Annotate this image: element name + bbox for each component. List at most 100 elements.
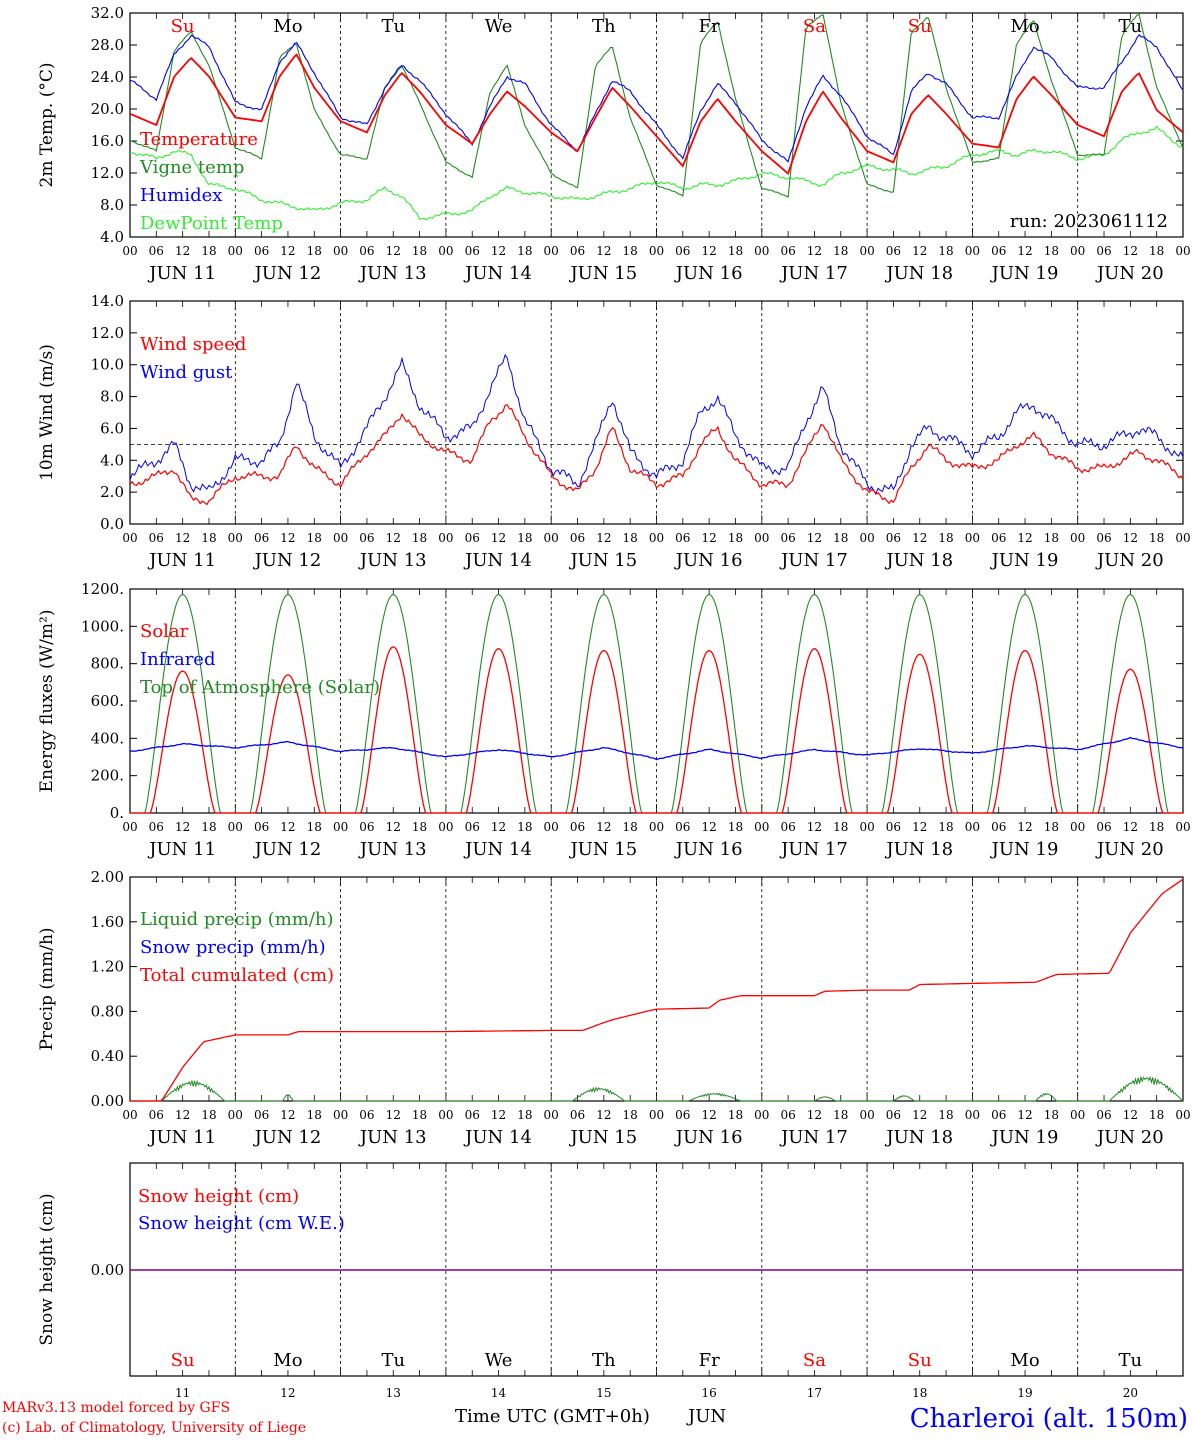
hour-tick-label: 12: [912, 1108, 927, 1122]
hour-tick-label: 12: [175, 531, 190, 545]
y-tick-label: 1.60: [91, 913, 124, 931]
hour-tick-label: 00: [122, 820, 137, 834]
hour-tick-label: 18: [1044, 244, 1059, 258]
hour-tick-label: 06: [149, 531, 164, 545]
hour-tick-label: 00: [544, 820, 559, 834]
hour-tick-label: 12: [386, 531, 401, 545]
hour-tick-label: 06: [886, 244, 901, 258]
panel-frame: [129, 588, 1184, 814]
hour-tick-label: 12: [1017, 244, 1032, 258]
day-label: JUN 14: [463, 263, 532, 284]
y-tick-label: 28.0: [91, 36, 124, 54]
weekday-label: Th: [592, 1350, 616, 1371]
hour-tick-label: 18: [517, 1108, 532, 1122]
panel-2: 0.0 2.0 4.0 6.0 8.0 10.0 12.0 14.0 10m Wind (m/s…: [37, 292, 1191, 571]
day-label: JUN 16: [674, 263, 743, 284]
y-axis-label: Snow height (cm): [37, 1193, 57, 1345]
legend-entry: Vigne temp: [139, 157, 244, 178]
hour-tick-label: 18: [833, 531, 848, 545]
hour-tick-label: 00: [333, 244, 348, 258]
y-tick-label: 800.: [91, 655, 124, 673]
day-label: JUN 12: [253, 550, 322, 571]
hour-tick-label: 06: [675, 820, 690, 834]
credit-line-1: MARv3.13 model forced by GFS: [2, 1400, 230, 1416]
hour-tick-label: 12: [702, 531, 717, 545]
hour-tick-label: 12: [912, 820, 927, 834]
day-label: JUN 19: [990, 1127, 1059, 1148]
hour-tick-label: 18: [307, 531, 322, 545]
day-number-label: 13: [386, 1386, 401, 1400]
day-label: JUN 18: [884, 263, 953, 284]
y-tick-label: 1000.: [81, 617, 124, 635]
hour-tick-label: 12: [702, 244, 717, 258]
hour-tick-label: 18: [201, 820, 216, 834]
hour-tick-label: 00: [965, 1108, 980, 1122]
panel-1: 4.0 8.0 12.0 16.0 20.0 24.0 28.0 32.0 2m Temp. (…: [37, 4, 1191, 284]
hour-tick-label: 12: [491, 1108, 506, 1122]
legend-entry: Top of Atmosphere (Solar): [140, 677, 380, 698]
hour-tick-label: 00: [438, 531, 453, 545]
month-label: JUN: [686, 1406, 726, 1427]
hour-tick-label: 12: [807, 1108, 822, 1122]
temperature-series: [130, 13, 1183, 221]
day-label: JUN 15: [568, 550, 637, 571]
y-tick-label: 4.0: [100, 228, 124, 246]
hour-tick-label: 12: [491, 531, 506, 545]
y-tick-label: 0.40: [91, 1047, 124, 1065]
y-tick-label: 0.0: [100, 515, 124, 533]
hour-tick-label: 18: [623, 820, 638, 834]
hour-tick-label: 18: [1044, 820, 1059, 834]
hour-tick-label: 18: [728, 244, 743, 258]
hour-tick-label: 12: [175, 820, 190, 834]
panel-5: Snow height (cm) 0.00 Snow height (cm) Snow…: [37, 1162, 1184, 1400]
y-tick-label: 1.20: [91, 958, 124, 976]
hour-tick-label: 18: [623, 244, 638, 258]
hour-tick-label: 06: [465, 244, 480, 258]
hour-tick-label: 00: [1175, 820, 1190, 834]
y-tick-label: 600.: [91, 692, 124, 710]
hour-tick-label: 06: [886, 1108, 901, 1122]
hour-tick-label: 18: [1044, 531, 1059, 545]
hour-tick-label: 12: [912, 244, 927, 258]
y-tick-label: 16.0: [91, 132, 124, 150]
day-label: JUN 12: [253, 263, 322, 284]
day-label: JUN 11: [147, 839, 216, 860]
legend-entry: Snow height (cm): [138, 1186, 299, 1207]
hour-tick-label: 00: [544, 1108, 559, 1122]
day-label: JUN 16: [674, 550, 743, 571]
hour-tick-label: 00: [965, 820, 980, 834]
cumulated-precip-line: [130, 878, 1184, 1102]
hour-tick-label: 06: [570, 1108, 585, 1122]
hour-tick-label: 06: [780, 531, 795, 545]
hour-tick-label: 00: [1070, 531, 1085, 545]
hour-tick-label: 06: [465, 1108, 480, 1122]
hour-tick-label: 18: [728, 820, 743, 834]
weekday-label: Mo: [273, 1350, 302, 1371]
weekday-label: Tu: [381, 1350, 405, 1371]
y-tick-label: 20.0: [91, 100, 124, 118]
day-label: JUN 17: [779, 263, 848, 284]
day-label: JUN 15: [568, 1127, 637, 1148]
y-tick-label: 6.0: [100, 419, 124, 437]
hour-tick-label: 06: [1096, 1108, 1111, 1122]
hour-tick-label: 00: [1070, 244, 1085, 258]
y-tick-label: 24.0: [91, 68, 124, 86]
y-tick-label: 200.: [91, 767, 124, 785]
day-label: JUN 20: [1095, 550, 1164, 571]
hour-tick-label: 00: [965, 531, 980, 545]
hour-tick-label: 12: [912, 531, 927, 545]
hour-tick-label: 00: [228, 1108, 243, 1122]
weekday-label: Mo: [273, 16, 302, 37]
y-tick-label: 0.: [110, 804, 124, 822]
hour-tick-label: 00: [649, 820, 664, 834]
hour-tick-label: 00: [754, 1108, 769, 1122]
weekday-label: Su: [908, 1350, 932, 1371]
day-label: JUN 19: [990, 263, 1059, 284]
day-number-label: 15: [596, 1386, 611, 1400]
panel-frame: [129, 300, 1184, 525]
hour-tick-label: 00: [859, 531, 874, 545]
hour-tick-label: 06: [1096, 820, 1111, 834]
hour-tick-label: 00: [649, 244, 664, 258]
y-tick-label: 32.0: [91, 4, 124, 22]
hour-tick-label: 06: [1096, 244, 1111, 258]
